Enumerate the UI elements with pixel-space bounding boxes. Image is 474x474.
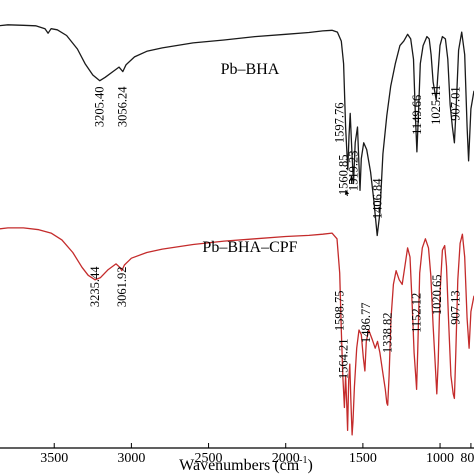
x-tick-label-1000: 1000	[426, 451, 454, 466]
peak-label-3: 1597.76	[332, 102, 346, 143]
series-line-1	[0, 24, 474, 237]
peak-label-12: 1598.75	[333, 290, 347, 331]
peak-label-6: 1406.84	[370, 178, 384, 219]
peak-label-5: 1519.23	[347, 150, 361, 191]
peak-label-8: 1025.11	[429, 85, 443, 125]
peak-label-13: 1564.21	[337, 338, 351, 379]
x-axis-label-close: )	[308, 457, 313, 474]
peak-arrow-4	[349, 175, 354, 185]
peak-label-10: 3235.44	[88, 266, 102, 307]
x-tick-label-2500: 2500	[195, 451, 223, 466]
peak-label-2: 3056.24	[116, 86, 130, 127]
series-line-2	[0, 227, 474, 436]
peak-label-1: 3205.40	[93, 86, 107, 127]
peak-label-17: 1020.65	[430, 274, 444, 315]
peak-arrow-3	[344, 189, 350, 197]
x-tick-label-1500: 1500	[349, 451, 377, 466]
peak-label-18: 907.13	[449, 290, 463, 324]
peak-label-7: 1149.66	[410, 95, 424, 135]
x-tick-label-800: 800	[460, 451, 474, 466]
peak-label-14: 1486.77	[359, 302, 373, 343]
peak-label-16: 1152.12	[410, 293, 424, 333]
x-axis-label: Wavenumbers (cm	[179, 457, 300, 474]
peak-label-11: 3061.92	[115, 266, 129, 307]
peak-label-15: 1338.82	[381, 312, 395, 353]
peak-label-9: 907.01	[449, 86, 463, 120]
series-label-1: Pb–BHA	[221, 61, 280, 78]
series-label-2: Pb–BHA–CPF	[202, 239, 297, 256]
x-tick-label-2000: 2000	[272, 451, 300, 466]
x-tick-label-3500: 3500	[40, 451, 68, 466]
x-axis-title: Wavenumbers (cm-1)	[179, 455, 313, 474]
peak-label-4: 1560.85	[337, 154, 351, 195]
x-axis-label-sup: -1	[299, 455, 307, 466]
x-tick-label-3000: 3000	[117, 451, 145, 466]
